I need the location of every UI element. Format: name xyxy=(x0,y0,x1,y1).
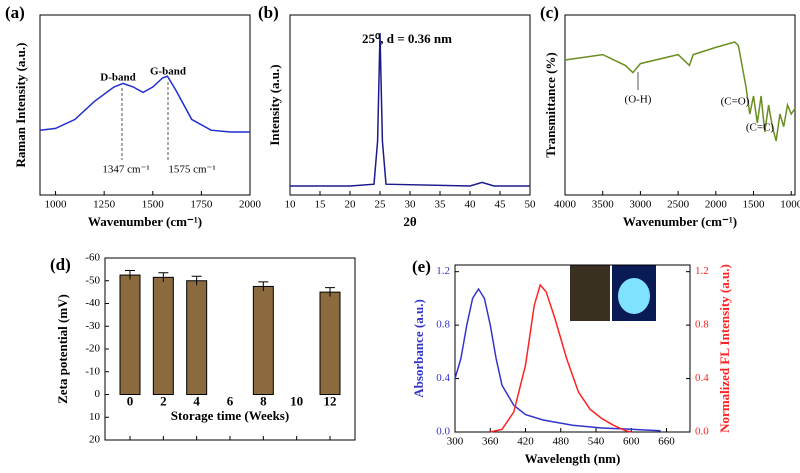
panel-label: (e) xyxy=(412,257,431,276)
y2-axis-label: Normalized FL Intensity (a.u.) xyxy=(717,264,732,433)
annotation: G-band xyxy=(150,66,186,78)
y-tick-label: -30 xyxy=(85,320,100,332)
y-axis-label: Absorbance (a.u.) xyxy=(411,299,426,398)
photo-vial xyxy=(570,265,610,321)
data-line xyxy=(490,283,632,433)
plot-frame xyxy=(454,264,691,433)
y2-tick-label: 0.0 xyxy=(695,426,709,438)
x-tick-label: 1000 xyxy=(780,199,800,211)
x-tick-label: 3500 xyxy=(592,199,615,211)
x-tick-label: 10 xyxy=(290,393,303,408)
x-tick-label: 1750 xyxy=(190,199,213,211)
bar xyxy=(319,291,341,395)
y2-tick-label: 0.4 xyxy=(695,372,709,384)
y-tick-label: -10 xyxy=(85,365,100,377)
panel-label: (a) xyxy=(5,3,25,22)
x-tick-label: 0 xyxy=(127,393,134,408)
y-axis-label: Zeta potential (mV) xyxy=(55,294,70,404)
y-axis-label: Transmittance (%) xyxy=(543,52,558,158)
x-tick-label: 8 xyxy=(260,393,267,408)
x-tick-label: 4 xyxy=(193,393,200,408)
error-bar xyxy=(325,287,335,297)
x-tick-label: 2 xyxy=(160,393,167,408)
data-line xyxy=(564,41,796,142)
x-tick-label: 35 xyxy=(435,199,447,211)
y-tick-label: 1.2 xyxy=(436,265,450,277)
bar xyxy=(252,285,274,395)
bar xyxy=(186,280,208,395)
y-tick-label: -20 xyxy=(85,343,100,355)
x-tick-label: 15 xyxy=(315,199,327,211)
annotation: (O-H) xyxy=(625,94,652,106)
x-tick-label: 40 xyxy=(465,199,477,211)
y-tick-label: -60 xyxy=(85,252,100,264)
x-tick-label: 25 xyxy=(375,199,387,211)
annotation: (C=C) xyxy=(746,122,775,134)
x-tick-label: 420 xyxy=(517,436,534,448)
error-bar xyxy=(158,272,169,282)
x-axis-label: Wavelength (nm) xyxy=(525,451,621,466)
annotation: D-band xyxy=(100,72,135,84)
y-tick-label: 20 xyxy=(89,434,101,446)
x-tick-label: 2000 xyxy=(705,199,728,211)
x-tick-label: 10 xyxy=(285,199,297,211)
x-axis-label: 2θ xyxy=(403,214,417,229)
bar xyxy=(152,276,174,395)
x-axis-label: Wavenumber (cm⁻¹) xyxy=(88,214,202,229)
y-tick-label: 10 xyxy=(89,411,101,423)
x-tick-label: 20 xyxy=(345,199,357,211)
panel-label: (d) xyxy=(50,255,71,274)
x-tick-label: 2000 xyxy=(239,199,262,211)
y-tick-label: -50 xyxy=(85,274,100,286)
error-bar xyxy=(125,270,135,280)
y2-tick-label: 0.8 xyxy=(695,319,709,331)
photo-glow xyxy=(618,278,650,314)
y-tick-label: 0.4 xyxy=(436,372,450,384)
x-tick-label: 1500 xyxy=(743,199,766,211)
x-tick-label: 1250 xyxy=(93,199,116,211)
data-line xyxy=(454,287,661,432)
x-tick-label: 480 xyxy=(553,436,570,448)
panel-label: (c) xyxy=(540,3,559,22)
plot-frame xyxy=(39,14,251,196)
x-tick-label: 30 xyxy=(405,199,417,211)
x-axis-label: Storage time (Weeks) xyxy=(171,408,289,423)
x-tick-label: 4000 xyxy=(554,199,577,211)
x-tick-label: 540 xyxy=(588,436,605,448)
x-tick-label: 12 xyxy=(324,393,337,408)
x-tick-label: 2500 xyxy=(667,199,690,211)
x-axis-label: Wavenumber (cm⁻¹) xyxy=(623,214,737,229)
y-axis-label: Raman Intensity (a.u.) xyxy=(13,43,28,168)
x-tick-label: 1500 xyxy=(142,199,165,211)
x-tick-label: 45 xyxy=(495,199,507,211)
annotation: 1347 cm⁻¹ xyxy=(102,164,149,176)
error-bar xyxy=(191,275,202,286)
y-tick-label: 0 xyxy=(95,388,101,400)
annotation: 1575 cm⁻¹ xyxy=(168,164,215,176)
y-tick-label: 0.0 xyxy=(436,426,450,438)
plot-frame xyxy=(564,14,796,196)
y-tick-label: -40 xyxy=(85,297,100,309)
error-bar xyxy=(258,281,269,291)
bar xyxy=(119,274,141,395)
y-tick-label: 0.8 xyxy=(436,319,450,331)
x-tick-label: 300 xyxy=(447,436,464,448)
data-line xyxy=(39,75,250,133)
data-line xyxy=(290,32,530,187)
annotation: 25⁰, d = 0.36 nm xyxy=(362,31,452,46)
annotation: (C=O) xyxy=(721,96,750,108)
x-tick-label: 660 xyxy=(658,436,675,448)
x-tick-label: 360 xyxy=(482,436,499,448)
x-tick-label: 1000 xyxy=(45,199,68,211)
y2-tick-label: 1.2 xyxy=(695,265,709,277)
x-tick-label: 3000 xyxy=(629,199,652,211)
x-tick-label: 6 xyxy=(227,393,234,408)
x-tick-label: 50 xyxy=(525,199,537,211)
x-tick-label: 600 xyxy=(623,436,640,448)
panel-label: (b) xyxy=(258,3,279,22)
y-axis-label: Intensity (a.u.) xyxy=(267,64,282,145)
